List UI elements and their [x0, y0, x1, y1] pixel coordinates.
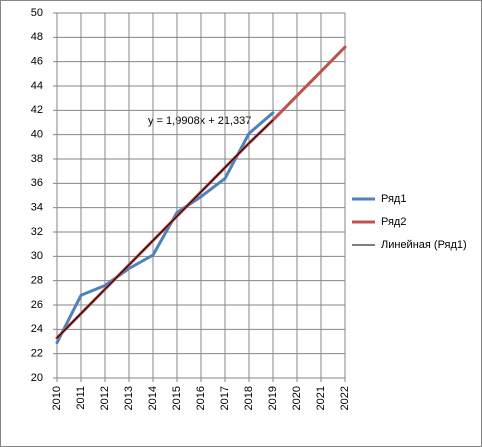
y-tick-label: 38	[31, 153, 43, 165]
x-tick-label: 2020	[291, 386, 303, 410]
x-tick-label: 2022	[339, 386, 351, 410]
y-tick-label: 50	[31, 7, 43, 19]
legend-label: Ряд1	[381, 193, 406, 205]
y-tick-label: 32	[31, 226, 43, 238]
x-tick-label: 2016	[195, 386, 207, 410]
x-tick-label: 2017	[219, 386, 231, 410]
y-tick-label: 22	[31, 348, 43, 360]
x-tick-label: 2021	[315, 386, 327, 410]
y-tick-label: 48	[31, 31, 43, 43]
x-tick-label: 2011	[75, 386, 87, 410]
y-tick-label: 30	[31, 250, 43, 262]
y-tick-label: 20	[31, 372, 43, 384]
y-tick-label: 40	[31, 129, 43, 141]
x-tick-label: 2012	[99, 386, 111, 410]
y-tick-label: 26	[31, 299, 43, 311]
x-tick-label: 2013	[123, 386, 135, 410]
x-tick-label: 2015	[171, 386, 183, 410]
x-tick-label: 2014	[147, 386, 159, 410]
y-tick-label: 28	[31, 275, 43, 287]
y-tick-label: 44	[31, 80, 43, 92]
trendline-equation: y = 1,9908x + 21,337	[148, 115, 251, 127]
legend-label: Ряд2	[381, 216, 406, 228]
y-tick-label: 42	[31, 104, 43, 116]
legend-label: Линейная (Ряд1)	[381, 239, 467, 251]
y-tick-label: 36	[31, 177, 43, 189]
x-tick-label: 2010	[51, 386, 63, 410]
y-tick-label: 24	[31, 323, 43, 335]
x-tick-label: 2019	[267, 386, 279, 410]
x-tick-label: 2018	[243, 386, 255, 410]
y-tick-label: 46	[31, 56, 43, 68]
series-line	[56, 119, 274, 339]
y-tick-label: 34	[31, 202, 43, 214]
